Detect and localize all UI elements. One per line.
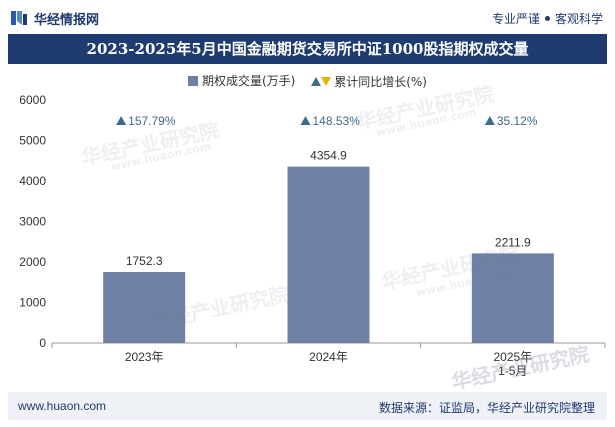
growth-label: 157.79% xyxy=(128,114,176,128)
bar-value-label: 1752.3 xyxy=(126,254,163,268)
brand: 华经情报网 xyxy=(10,8,99,28)
triangle-up-icon xyxy=(311,76,322,86)
bar xyxy=(471,253,554,343)
separator-dot-icon xyxy=(544,16,550,21)
x-tick-label: 2024年 xyxy=(309,350,348,364)
footer-source: 数据来源：证监局，华经产业研究院整理 xyxy=(378,401,595,415)
legend-item-volume: 期权成交量(万手) xyxy=(188,72,295,89)
y-tick-label: 1000 xyxy=(19,296,46,310)
bar-chart: 0 1000 2000 3000 4000 5000 6000 1752.3 2023年 157.… xyxy=(19,93,606,378)
huajing-logo-icon xyxy=(11,11,27,25)
legend-swatch-bar xyxy=(188,75,198,86)
growth-marker xyxy=(116,116,127,125)
bar xyxy=(103,272,186,343)
y-tick-label: 5000 xyxy=(19,134,46,148)
growth-marker xyxy=(484,116,495,125)
triangle-down-icon xyxy=(321,76,332,86)
y-tick-label: 2000 xyxy=(19,255,46,269)
x-tick-label: 2025年 xyxy=(493,350,532,364)
top-bar: 华经情报网 专业严谨 客观科学 xyxy=(0,0,615,34)
tagline-left: 专业严谨 xyxy=(491,12,540,26)
bar-value-label: 2211.9 xyxy=(495,235,531,249)
y-tick-label: 6000 xyxy=(19,93,46,107)
y-tick-label: 3000 xyxy=(19,215,46,229)
chart-title: 2023-2025年5月中国金融期货交易所中证1000股指期权成交量 xyxy=(8,34,607,64)
x-tick-label: 1-5月 xyxy=(498,364,527,378)
growth-label: 148.53% xyxy=(313,114,361,128)
bar xyxy=(287,166,370,343)
growth-marker xyxy=(300,116,311,125)
y-tick-label: 0 xyxy=(39,336,46,350)
growth-label: 35.12% xyxy=(497,114,538,128)
legend-item-growth: 累计同比增长(%) xyxy=(311,73,427,90)
footer-website: www.huaon.com xyxy=(18,399,107,413)
x-tick-label: 2023年 xyxy=(125,350,164,364)
legend-label-volume: 期权成交量(万手) xyxy=(202,74,296,88)
legend-label-growth: 累计同比增长(%) xyxy=(334,74,427,89)
tagline-right: 客观科学 xyxy=(554,12,603,26)
y-tick-label: 4000 xyxy=(19,174,46,188)
bar-value-label: 4354.9 xyxy=(310,149,347,163)
chart-legend: 期权成交量(万手) 累计同比增长(%) xyxy=(0,72,615,90)
brand-name: 华经情报网 xyxy=(34,12,100,28)
footer: www.huaon.com 数据来源：证监局，华经产业研究院整理 xyxy=(8,392,607,420)
tagline: 专业严谨 客观科学 xyxy=(492,10,603,27)
